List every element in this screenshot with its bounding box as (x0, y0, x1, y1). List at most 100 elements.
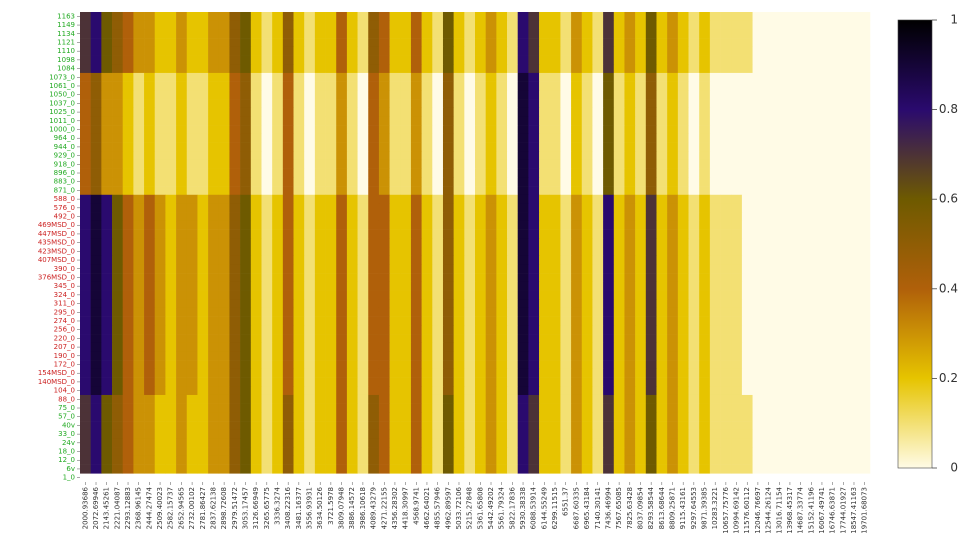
cell (592, 220, 604, 230)
cell (197, 421, 209, 431)
cell (464, 168, 476, 178)
cell (80, 464, 91, 474)
cell (144, 351, 156, 361)
cell (549, 72, 561, 82)
cell (272, 412, 284, 422)
cell (218, 46, 230, 56)
cell (603, 247, 615, 257)
cell (624, 464, 636, 474)
cell (250, 334, 262, 344)
cell (400, 229, 412, 239)
cell (165, 107, 177, 117)
x-tick-label: 3336.3274 (274, 486, 282, 524)
cell (709, 90, 721, 100)
cell (90, 394, 102, 404)
cell (346, 194, 358, 204)
cell (336, 386, 348, 396)
cell (805, 316, 817, 326)
cell (507, 360, 519, 370)
x-tick-label: 6144.55249 (540, 487, 548, 529)
cell (752, 455, 764, 465)
cell (517, 438, 529, 448)
cell (741, 107, 753, 117)
cell (272, 220, 284, 230)
cell (517, 290, 529, 300)
cell (645, 342, 657, 352)
cell (795, 55, 807, 65)
cell (485, 12, 497, 22)
cell (795, 20, 807, 30)
cell (464, 273, 476, 283)
cell (432, 455, 444, 465)
cell (80, 264, 91, 274)
cell (90, 168, 102, 178)
cell (282, 281, 294, 291)
cell (336, 29, 348, 39)
cell (378, 455, 390, 465)
cell (784, 377, 796, 387)
cell (186, 177, 198, 187)
cell (763, 64, 775, 74)
cell (837, 290, 849, 300)
cell (176, 386, 188, 396)
cell (805, 325, 817, 335)
cell (112, 394, 124, 404)
cell (90, 151, 102, 161)
cell (240, 394, 252, 404)
cell (389, 125, 401, 135)
cell (314, 360, 326, 370)
cell (837, 307, 849, 317)
cell (144, 290, 156, 300)
cell (837, 107, 849, 117)
cell (133, 81, 145, 91)
cell (592, 429, 604, 439)
cell (581, 125, 593, 135)
cell (442, 229, 454, 239)
cell (432, 307, 444, 317)
cell (741, 247, 753, 257)
cell (80, 386, 91, 396)
cell (848, 455, 860, 465)
cell (368, 203, 380, 213)
cell (389, 290, 401, 300)
cell (816, 212, 828, 222)
cell (805, 455, 817, 465)
cell (688, 29, 700, 39)
cell (144, 142, 156, 152)
cell (763, 281, 775, 291)
cell (656, 342, 668, 352)
cell (709, 55, 721, 65)
cell (272, 386, 284, 396)
cell (421, 273, 433, 283)
cell (165, 194, 177, 204)
cell (101, 212, 113, 222)
cell (688, 151, 700, 161)
cell (656, 107, 668, 117)
cell (133, 142, 145, 152)
cell (667, 72, 679, 82)
cell (282, 116, 294, 126)
cell (176, 107, 188, 117)
cell (218, 290, 230, 300)
cell (624, 264, 636, 274)
cell (400, 159, 412, 169)
cell (453, 281, 465, 291)
cell (795, 290, 807, 300)
cell (389, 46, 401, 56)
cell (731, 194, 743, 204)
cell (293, 273, 305, 283)
cell (208, 307, 220, 317)
cell (720, 394, 732, 404)
cell (218, 316, 230, 326)
cell (571, 177, 583, 187)
cell (752, 107, 764, 117)
cell (795, 412, 807, 422)
cell (144, 316, 156, 326)
cell (261, 325, 273, 335)
cell (773, 186, 785, 196)
cell (837, 55, 849, 65)
cell (603, 238, 615, 248)
y-tick-label: 207_0 (54, 343, 75, 351)
cell (805, 229, 817, 239)
cell (410, 307, 422, 317)
